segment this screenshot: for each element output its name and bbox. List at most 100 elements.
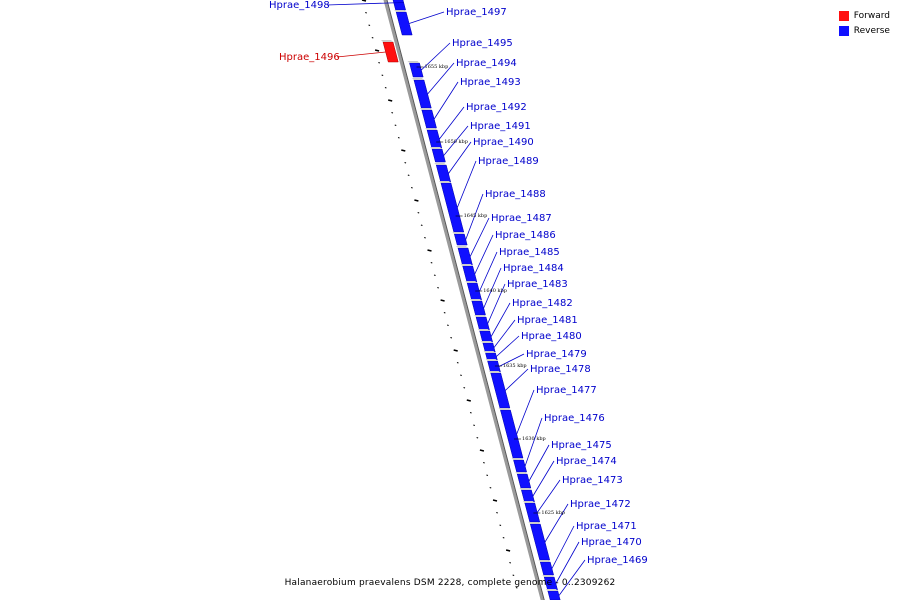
gene-track (381, 0, 561, 600)
minor-tick (469, 412, 472, 414)
minor-tick (417, 212, 420, 214)
leader-line (532, 460, 555, 497)
leader-line (443, 125, 469, 156)
scale-label: 1645 kbp (464, 213, 488, 219)
gene-label: Hprae_1490 (473, 137, 534, 148)
minor-tick (371, 37, 374, 39)
leader-line (498, 353, 525, 367)
gene-block-bevel (528, 522, 541, 524)
major-tick (427, 249, 432, 252)
leader-line (439, 106, 465, 140)
gene-label: Hprae_1471 (576, 521, 637, 532)
gene-block-Hprae_1483 (475, 316, 490, 331)
gene-block-Hprae_1481 (482, 342, 496, 353)
leader-line (528, 444, 550, 482)
scale-label: 1650 kbp (444, 139, 468, 145)
gene-block-bevel (498, 408, 511, 410)
gene-block-bevel (469, 299, 482, 301)
leader-line (409, 11, 445, 24)
major-tick (414, 199, 419, 202)
minor-tick (456, 362, 459, 364)
minor-tick (394, 124, 397, 126)
gene-block-bevel (519, 488, 532, 490)
minor-tick (473, 424, 476, 426)
minor-tick (391, 112, 394, 114)
gene-block-bevel (434, 163, 447, 165)
minor-tick (509, 562, 512, 564)
minor-tick (365, 12, 367, 14)
gene-block-Hprae_1472 (529, 523, 551, 561)
gene-block-Hprae_1480 (485, 352, 498, 361)
gene-block-Hprae_1479 (487, 360, 501, 373)
leader-line (496, 335, 520, 357)
gene-label: Hprae_1494 (456, 58, 517, 69)
gene-block-Hprae_1471 (539, 561, 554, 576)
gene-block-Hprae_1482 (479, 330, 493, 343)
minor-tick (384, 87, 387, 89)
genome-caption: Halanaerobium praevalens DSM 2228, compl… (284, 578, 616, 588)
gene-block-bevel (477, 329, 490, 331)
gene-block-bevel (452, 232, 465, 234)
leader-line (421, 42, 451, 71)
major-tick (505, 549, 511, 552)
leader-line (474, 234, 494, 275)
leader-line (336, 51, 386, 58)
gene-block-bevel (460, 264, 473, 266)
gene-block-Hprae_1476 (513, 459, 527, 473)
tick-marks (361, 0, 518, 589)
gene-label: Hprae_1472 (570, 499, 631, 510)
scale-label: 1635 kbp (503, 363, 527, 369)
gene-block-Hprae_1478 (490, 372, 511, 409)
minor-tick (446, 324, 449, 326)
gene-label: Hprae_1491 (470, 121, 531, 132)
gene-block-bevel (515, 472, 528, 474)
gene-block-Hprae_1484 (471, 300, 486, 316)
minor-tick (499, 524, 502, 526)
minor-tick (489, 487, 492, 489)
gene-block-Hprae_1488 (453, 233, 468, 246)
gene-block-bevel (485, 359, 498, 361)
scale-label: 1655 kbp (425, 64, 449, 70)
leader-line (505, 368, 529, 391)
leader-line (551, 525, 575, 569)
gene-label: Hprae_1475 (551, 440, 612, 451)
genome-axis (383, 0, 545, 600)
gene-block-bevel (430, 147, 443, 149)
minor-tick (483, 462, 485, 464)
gene-block-bevel (480, 341, 493, 343)
minor-tick (512, 574, 515, 576)
gene-block-Hprae_1486 (462, 265, 478, 283)
gene-labels: Hprae_1498 Hprae_1497 Hprae_1496 Hprae_1495… (269, 0, 648, 566)
legend-forward-label: Forward (853, 10, 890, 21)
minor-tick (496, 512, 498, 514)
legend-forward: Forward (838, 8, 890, 23)
gene-label: Hprae_1488 (485, 189, 546, 200)
gene-label: Hprae_1480 (521, 331, 582, 342)
gene-block-bevel (455, 246, 468, 248)
gene-block-bevel (438, 181, 451, 183)
gene-label: Hprae_1469 (587, 555, 648, 566)
gene-label: Hprae_1497 (446, 7, 507, 18)
gene-block-bevel (381, 40, 394, 42)
leader-line (448, 141, 472, 174)
minor-tick (424, 237, 426, 239)
gene-block-bevel (465, 281, 478, 283)
minor-tick (450, 337, 453, 339)
gene-label: Hprae_1492 (466, 102, 527, 113)
gene-block-bevel (474, 315, 487, 317)
leader-line (487, 283, 506, 324)
minor-tick (502, 537, 505, 539)
minor-tick (463, 387, 466, 389)
leader-line (555, 541, 580, 584)
minor-tick (420, 224, 423, 226)
major-tick (388, 99, 393, 102)
leader-line (465, 193, 484, 240)
minor-tick (486, 474, 489, 476)
gene-label: Hprae_1474 (556, 456, 617, 467)
leader-line (427, 62, 455, 95)
minor-tick (430, 262, 433, 264)
leader-line (536, 479, 561, 513)
gene-label: Hprae_1493 (460, 77, 521, 88)
minor-tick (437, 287, 439, 289)
